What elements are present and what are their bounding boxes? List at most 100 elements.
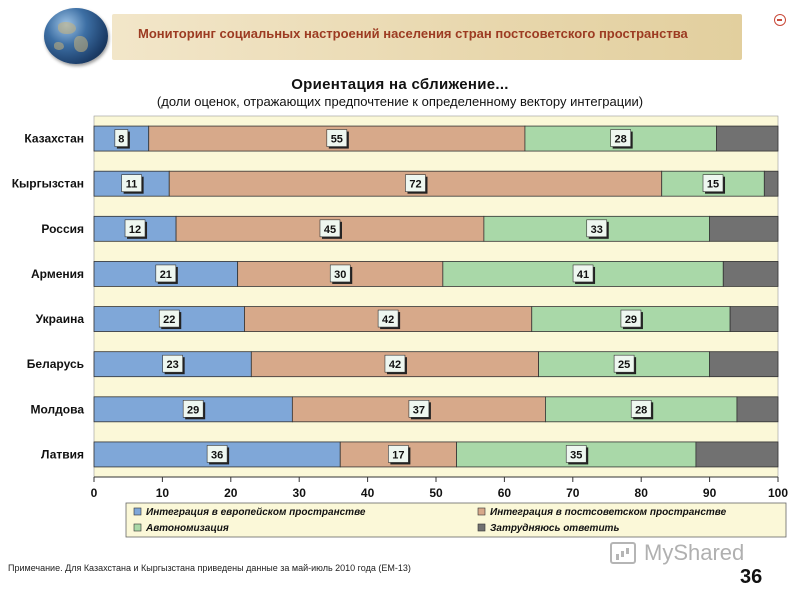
legend-label: Затрудняюсь ответить xyxy=(490,523,619,534)
value-label: 55 xyxy=(331,134,343,146)
value-label-box xyxy=(565,445,587,463)
value-label: 25 xyxy=(618,359,630,371)
value-label: 33 xyxy=(591,224,603,236)
footnote: Примечание. Для Казахстана и Кыргызстана… xyxy=(8,563,411,573)
bar-row-1: Казахстан 8 55 28 xyxy=(24,125,779,152)
value-label: 12 xyxy=(129,224,141,236)
category-label: Украина xyxy=(36,312,85,326)
bar-row-3: Россия 12 45 33 xyxy=(41,215,779,242)
page-number: 36 xyxy=(740,566,763,588)
category-label: Армения xyxy=(31,267,84,281)
x-tick-label: 30 xyxy=(293,486,307,500)
bar-segment xyxy=(722,261,779,287)
value-label-box xyxy=(702,174,724,192)
value-label-box xyxy=(613,354,635,373)
value-label: 72 xyxy=(409,179,421,191)
category-label: Латвия xyxy=(41,447,84,461)
category-label: Молдова xyxy=(31,402,85,416)
category-label: Казахстан xyxy=(24,132,84,146)
header-title: Мониторинг социальных настроений населен… xyxy=(138,26,688,41)
header: Мониторинг социальных настроений населен… xyxy=(40,8,742,64)
value-label: 29 xyxy=(625,314,637,326)
category-label: Кыргызстан xyxy=(12,177,84,191)
value-label-box xyxy=(408,400,430,418)
globe-logo xyxy=(44,8,108,64)
value-label-box xyxy=(405,174,426,192)
value-label-box xyxy=(377,309,399,328)
value-label: 41 xyxy=(577,269,589,281)
value-label-box xyxy=(630,400,652,418)
value-label-box xyxy=(384,354,406,373)
x-tick-label: 40 xyxy=(361,486,375,500)
value-label-box xyxy=(124,219,146,238)
value-label-box xyxy=(121,174,142,192)
value-label: 28 xyxy=(615,134,627,146)
bar-segment xyxy=(763,170,779,197)
x-tick-label: 60 xyxy=(498,486,512,500)
value-label-box xyxy=(206,445,228,463)
value-label-box xyxy=(162,354,183,373)
value-label-box xyxy=(158,309,180,328)
value-label-box xyxy=(155,264,177,283)
value-label-box xyxy=(610,129,631,147)
legend-box xyxy=(125,502,787,538)
bar-segment xyxy=(709,215,779,242)
value-label: 42 xyxy=(389,359,401,371)
value-label: 21 xyxy=(160,269,172,281)
header-banner xyxy=(112,14,742,60)
value-label: 22 xyxy=(163,314,175,326)
value-label-box xyxy=(388,445,409,463)
x-tick-label: 80 xyxy=(635,486,649,500)
bar-row-8: Латвия 36 17 35 xyxy=(41,441,779,468)
value-label-box xyxy=(182,400,204,418)
value-label-box xyxy=(319,219,341,238)
chart-subtitle: (доли оценок, отражающих предпочтение к … xyxy=(156,94,644,109)
value-label: 36 xyxy=(211,449,223,461)
bar-row-7: Молдова 29 37 28 xyxy=(31,396,779,423)
legend-swatch xyxy=(477,523,486,532)
x-tick-label: 100 xyxy=(768,486,788,500)
presentation-icon xyxy=(610,542,636,564)
legend-swatch xyxy=(133,507,142,516)
legend-swatch xyxy=(477,507,486,516)
value-label: 28 xyxy=(635,404,647,416)
watermark: MyShared xyxy=(610,540,770,570)
value-label-box xyxy=(329,264,351,283)
bar-segment xyxy=(716,125,779,152)
value-label: 45 xyxy=(324,224,336,236)
category-label: Россия xyxy=(41,222,84,236)
x-tick-label: 50 xyxy=(429,486,443,500)
legend-swatch xyxy=(133,523,142,532)
value-label-box xyxy=(586,219,608,238)
bar-segment xyxy=(729,306,779,332)
value-label: 15 xyxy=(707,179,719,191)
value-label: 35 xyxy=(570,449,582,461)
value-label-box xyxy=(326,129,348,147)
value-label: 29 xyxy=(187,404,199,416)
bar-row-4: Армения 21 30 41 xyxy=(31,261,779,287)
minus-circle-icon[interactable] xyxy=(774,14,786,26)
x-tick-label: 70 xyxy=(566,486,580,500)
x-tick-label: 90 xyxy=(703,486,717,500)
legend-label: Интеграция в европейском пространстве xyxy=(146,507,366,518)
value-label-box xyxy=(114,129,129,147)
category-label: Беларусь xyxy=(27,357,84,371)
x-tick-label: 10 xyxy=(156,486,170,500)
bar-segment xyxy=(736,396,779,423)
value-label: 8 xyxy=(118,134,124,146)
plot-area xyxy=(93,115,779,478)
bar-row-6: Беларусь 23 42 25 xyxy=(27,351,779,378)
value-label: 11 xyxy=(126,179,138,191)
x-tick-label: 0 xyxy=(91,486,98,500)
value-label: 23 xyxy=(167,359,179,371)
value-label: 30 xyxy=(334,269,346,281)
watermark-text: MyShared xyxy=(644,540,745,565)
value-label: 37 xyxy=(413,404,425,416)
value-label: 42 xyxy=(382,314,394,326)
value-label: 17 xyxy=(392,449,404,461)
bar-row-5: Украина 22 42 29 xyxy=(36,306,779,332)
value-label-box xyxy=(572,264,594,283)
chart-title: Ориентация на сближение... xyxy=(291,76,509,93)
bar-segment xyxy=(709,351,779,378)
x-tick-label: 20 xyxy=(224,486,238,500)
